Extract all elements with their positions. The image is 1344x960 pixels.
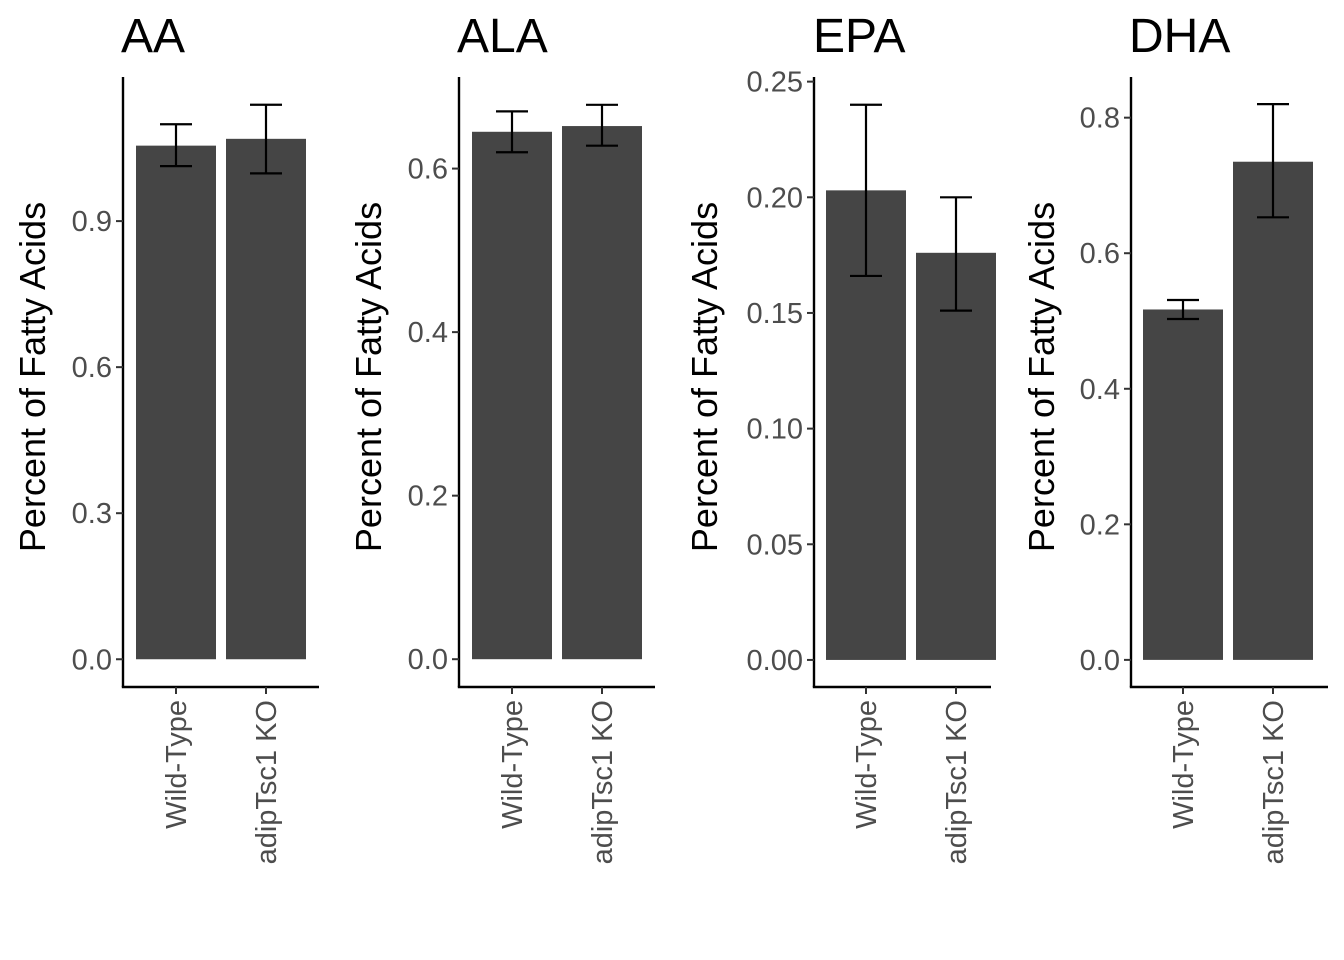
error-bar (586, 103, 618, 147)
chart-panel-aa: AA Percent of Fatty Acids 0.0 0.3 0.6 0.9 Wild… (12, 10, 319, 864)
error-bar (250, 103, 282, 175)
x-tick-label: adipTsc1 KO (587, 700, 619, 864)
x-tick-label: Wild-Type (1168, 700, 1200, 829)
x-tick-label: Wild-Type (851, 700, 883, 829)
bar-wild-type (1143, 309, 1223, 660)
error-bar (160, 123, 192, 168)
bar-adiptsc1-ko (562, 126, 642, 660)
x-tick-label: adipTsc1 KO (1258, 700, 1290, 864)
panel-title: AA (121, 10, 185, 63)
y-tick-label: 0.6 (408, 154, 448, 186)
bar-wild-type (136, 145, 216, 660)
y-tick-label: 0.4 (408, 317, 448, 349)
panel-title: EPA (813, 10, 905, 63)
bar-adiptsc1-ko (226, 138, 306, 660)
y-tick-label: 0.2 (1080, 509, 1120, 541)
y-tick-label: 0.05 (747, 529, 803, 561)
x-tick-label: Wild-Type (497, 700, 529, 829)
error-bar (1257, 103, 1289, 219)
x-tick-label: adipTsc1 KO (251, 700, 283, 864)
y-axis-label: Percent of Fatty Acids (12, 202, 53, 552)
y-tick-label: 0.25 (747, 67, 803, 99)
chart-panel-dha: DHA Percent of Fatty Acids 0.0 0.2 0.4 0.6 0.8… (1021, 10, 1328, 864)
error-bar (496, 110, 528, 154)
panel-title: ALA (457, 10, 548, 63)
y-tick-label: 0.0 (1080, 645, 1120, 677)
y-axis-label: Percent of Fatty Acids (1021, 202, 1062, 552)
y-tick-label: 0.6 (72, 352, 112, 384)
y-tick-label: 0.20 (747, 182, 803, 214)
error-bar (940, 196, 972, 312)
y-tick-label: 0.0 (72, 644, 112, 676)
bar-wild-type (472, 131, 552, 660)
error-bar (1167, 298, 1199, 321)
y-tick-label: 0.0 (408, 644, 448, 676)
y-tick-label: 0.2 (408, 481, 448, 513)
y-tick-label: 0.4 (1080, 374, 1120, 406)
x-tick-label: adipTsc1 KO (941, 700, 973, 864)
y-axis-label: Percent of Fatty Acids (348, 202, 389, 552)
y-tick-label: 0.15 (747, 298, 803, 330)
error-bar (850, 103, 882, 278)
y-axis-label: Percent of Fatty Acids (684, 202, 725, 552)
y-tick-label: 0.6 (1080, 238, 1120, 270)
chart-panel-ala: ALA Percent of Fatty Acids 0.0 0.2 0.4 0.6 Wil… (348, 10, 655, 864)
y-tick-label: 0.10 (747, 414, 803, 446)
y-tick-label: 0.3 (72, 498, 112, 530)
y-tick-label: 0.00 (747, 645, 803, 677)
y-tick-label: 0.8 (1080, 103, 1120, 135)
x-tick-label: Wild-Type (161, 700, 193, 829)
chart-panel-epa: EPA Percent of Fatty Acids 0.00 0.05 0.10 0.1… (684, 10, 996, 864)
bar-adiptsc1-ko (916, 252, 996, 660)
bar-adiptsc1-ko (1233, 161, 1313, 660)
y-tick-label: 0.9 (72, 206, 112, 238)
panel-title: DHA (1129, 10, 1230, 63)
